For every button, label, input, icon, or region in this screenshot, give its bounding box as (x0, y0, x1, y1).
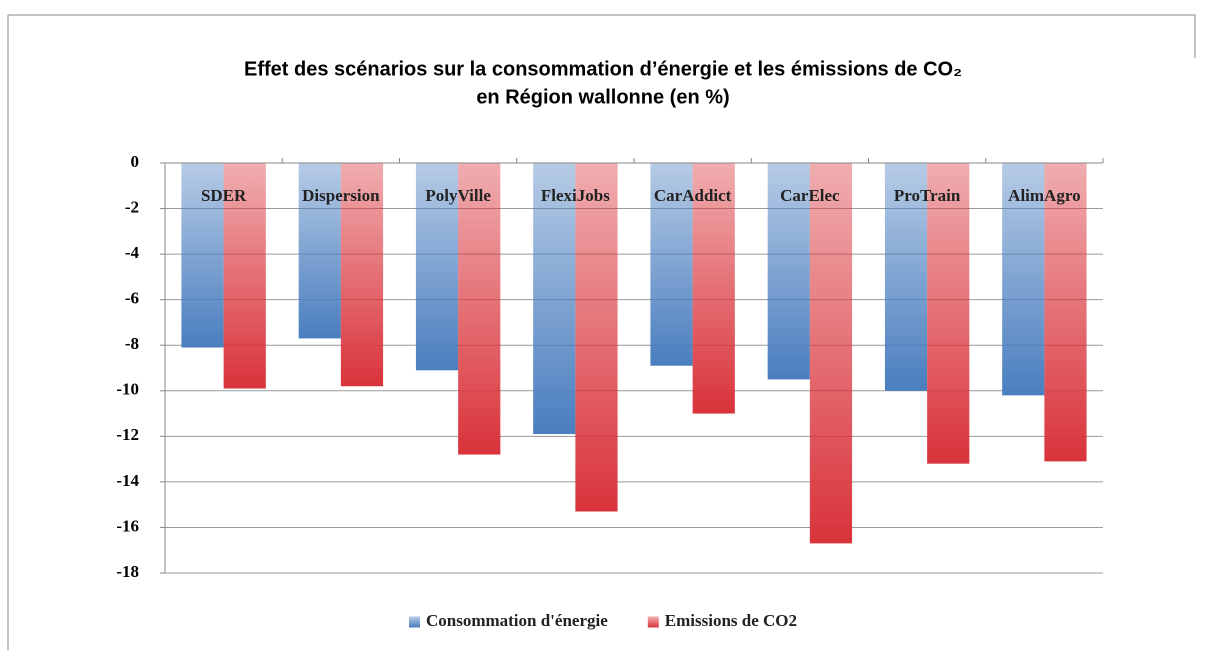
x-tick-label: CarElec (780, 186, 840, 205)
bar (575, 163, 618, 512)
x-tick-label: CarAddict (654, 186, 732, 205)
bar (1002, 163, 1045, 396)
y-tick-label: -10 (116, 380, 139, 399)
chart-title: en Région wallonne (en %) (476, 86, 729, 108)
chart-title: Effet des scénarios sur la consommation … (244, 58, 962, 80)
y-tick-label: -16 (116, 516, 139, 535)
bar (181, 163, 224, 348)
x-tick-label: Dispersion (302, 186, 380, 205)
x-tick-label: ProTrain (894, 186, 961, 205)
x-tick-label: PolyVille (425, 186, 491, 205)
y-tick-label: 0 (131, 152, 140, 171)
legend-swatch (647, 616, 659, 628)
legend-label: Consommation d'énergie (426, 611, 608, 630)
legend-label: Emissions de CO2 (665, 611, 797, 630)
bar (223, 163, 266, 389)
y-tick-label: -6 (125, 289, 139, 308)
bar (458, 163, 501, 455)
bar (298, 163, 341, 339)
y-tick-label: -2 (125, 197, 139, 216)
bar (650, 163, 693, 366)
y-tick-label: -14 (116, 471, 139, 490)
y-tick-label: -4 (125, 243, 140, 262)
bar (340, 163, 384, 387)
x-tick-label: FlexiJobs (541, 186, 610, 205)
bar (767, 163, 810, 380)
x-tick-label: AlimAgro (1008, 186, 1080, 205)
bar (1044, 163, 1087, 462)
bar (692, 163, 735, 414)
bar (809, 163, 853, 544)
legend-swatch (408, 616, 420, 628)
bar (415, 163, 459, 371)
frame (7, 14, 1196, 650)
bar (533, 163, 576, 435)
x-tick-label: SDER (201, 186, 247, 205)
y-tick-label: -18 (116, 562, 139, 581)
y-tick-label: -12 (116, 425, 139, 444)
y-tick-label: -8 (125, 334, 139, 353)
bar (884, 163, 928, 391)
bar (927, 163, 970, 464)
